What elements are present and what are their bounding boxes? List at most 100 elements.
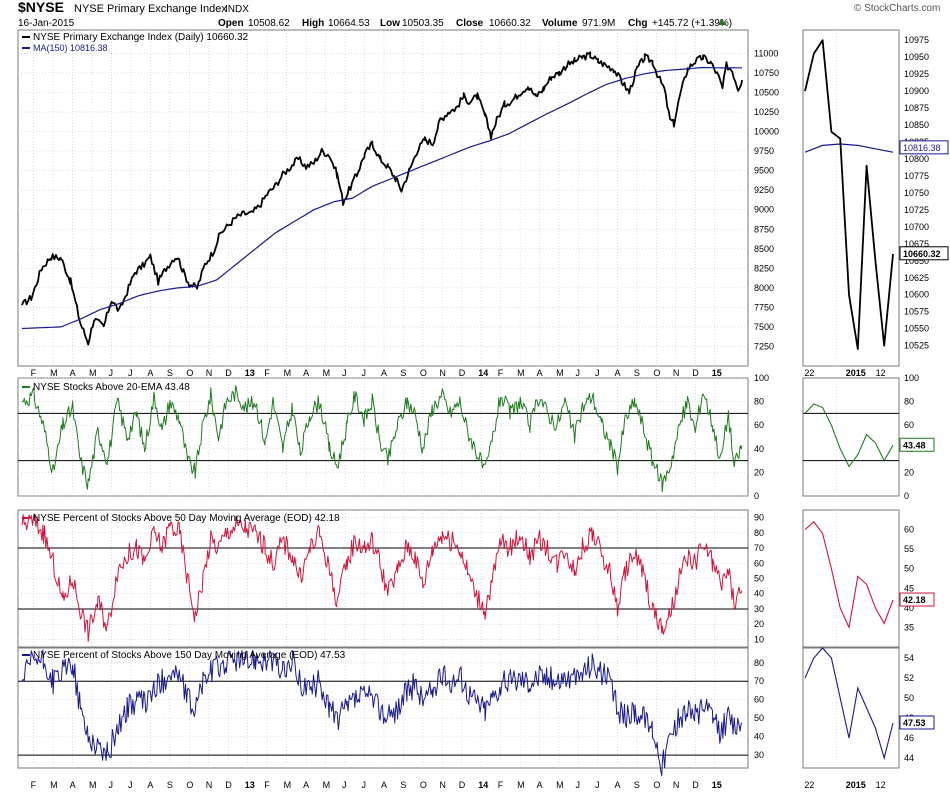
inset-ma-line bbox=[804, 143, 894, 153]
ma50-inset-tag-box bbox=[899, 592, 935, 607]
x-label-bottom-18: A bbox=[381, 780, 387, 790]
price-y-tick-7: 9250 bbox=[754, 185, 774, 195]
x-label-top-7: S bbox=[167, 368, 173, 378]
ema20-y-tick-2: 60 bbox=[754, 420, 764, 430]
ma150-title: NYSE Percent of Stocks Above 150 Day Mov… bbox=[33, 650, 346, 661]
ma150-inset-y-tick-5: 44 bbox=[904, 753, 914, 763]
inset-price-y-tick-0: 10975 bbox=[904, 35, 929, 45]
inset-price-y-tick-3: 10900 bbox=[904, 86, 929, 96]
ma50-y-tick-3: 60 bbox=[754, 558, 764, 568]
price-y-tick-3: 10250 bbox=[754, 107, 779, 117]
inset-price-line bbox=[804, 39, 894, 350]
x-label-bottom-12: F bbox=[264, 780, 270, 790]
inset-price-y-tick-9: 10750 bbox=[904, 188, 929, 198]
ema20-title: NYSE Stocks Above 20-EMA 43.48 bbox=[33, 382, 190, 393]
ema20-inset-y-tick-5: 0 bbox=[904, 491, 909, 501]
x-label-bottom-6: A bbox=[147, 780, 153, 790]
x-label-bottom-35: 15 bbox=[712, 780, 722, 790]
x-label-top-16: J bbox=[342, 368, 347, 378]
ma150-y-tick-5: 30 bbox=[754, 750, 764, 760]
x-label-top-26: A bbox=[537, 368, 543, 378]
ma50-inset-line bbox=[804, 520, 894, 630]
low-value: 10503.35 bbox=[402, 18, 444, 29]
ma50-inset-y-tick-1: 55 bbox=[904, 544, 914, 554]
x-label-top-30: A bbox=[614, 368, 620, 378]
inset-price-y-tick-5: 10850 bbox=[904, 120, 929, 130]
inset-price-y-tick-11: 10700 bbox=[904, 222, 929, 232]
ma150-inset-y-tick-2: 50 bbox=[904, 693, 914, 703]
price-inset-frame bbox=[802, 29, 900, 367]
ma50-inset-frame bbox=[802, 509, 900, 648]
ema20-inset-tag-box bbox=[899, 437, 935, 452]
x-label-bottom-0: F bbox=[31, 780, 37, 790]
price-y-tick-14: 7500 bbox=[754, 322, 774, 332]
header: $NYSE NYSE Primary Exchange Index INDX ©… bbox=[18, 0, 940, 29]
index-name: NYSE Primary Exchange Index bbox=[74, 3, 227, 15]
x-label-top-9: N bbox=[206, 368, 213, 378]
x-label-bottom-31: S bbox=[634, 780, 640, 790]
ma50-inset-y-tick-5: 35 bbox=[904, 622, 914, 632]
chg-label: Chg bbox=[628, 18, 647, 29]
x-label-top-2: A bbox=[70, 368, 76, 378]
inset-x-label-bottom-2: 12 bbox=[876, 780, 886, 790]
ma150-inset-tag: 47.53 bbox=[903, 718, 926, 728]
inset-price-tag-box bbox=[899, 246, 949, 261]
up-arrow-icon bbox=[718, 19, 726, 25]
date-label: 16-Jan-2015 bbox=[18, 18, 75, 29]
x-label-top-4: J bbox=[109, 368, 114, 378]
ema20-inset-tag: 43.48 bbox=[903, 440, 926, 450]
ma150-y-tick-2: 60 bbox=[754, 695, 764, 705]
inset-ma-tag-box bbox=[899, 140, 949, 155]
open-label: Open bbox=[218, 18, 244, 29]
ma50-y-tick-5: 40 bbox=[754, 589, 764, 599]
x-label-top-13: M bbox=[284, 368, 292, 378]
brand-logo: © StockCharts.com bbox=[854, 3, 940, 14]
ma150-y-tick-3: 50 bbox=[754, 713, 764, 723]
inset-price-y-tick-15: 10600 bbox=[904, 290, 929, 300]
x-label-bottom-34: D bbox=[692, 780, 699, 790]
ma150-inset-y-tick-0: 54 bbox=[904, 653, 914, 663]
ma50-inset-y-tick-3: 45 bbox=[904, 583, 914, 593]
x-label-top-20: O bbox=[420, 368, 427, 378]
x-label-bottom-27: M bbox=[556, 780, 564, 790]
x-label-bottom-13: M bbox=[284, 780, 292, 790]
x-label-top-21: N bbox=[439, 368, 446, 378]
ma150-inset-y-tick-4: 46 bbox=[904, 733, 914, 743]
ma150-inset-line bbox=[804, 647, 894, 761]
ema20-inset-y-tick-1: 80 bbox=[904, 397, 914, 407]
ema20-y-tick-3: 40 bbox=[754, 444, 764, 454]
x-label-bottom-10: D bbox=[225, 780, 232, 790]
high-label: High bbox=[302, 18, 324, 29]
x-label-bottom-20: O bbox=[420, 780, 427, 790]
ma150-y-tick-0: 80 bbox=[754, 658, 764, 668]
ma50-inset-y-tick-0: 60 bbox=[904, 525, 914, 535]
x-label-top-35: 15 bbox=[712, 368, 722, 378]
inset-price-y-tick-13: 10650 bbox=[904, 256, 929, 266]
x-label-top-8: O bbox=[186, 368, 193, 378]
x-label-bottom-14: A bbox=[303, 780, 309, 790]
x-label-bottom-8: O bbox=[186, 780, 193, 790]
ma150-inset-y-tick-1: 52 bbox=[904, 673, 914, 683]
x-label-bottom-16: J bbox=[342, 780, 347, 790]
ma50-y-tick-0: 90 bbox=[754, 513, 764, 523]
inset-price-y-tick-1: 10950 bbox=[904, 52, 929, 62]
ma50-y-tick-4: 50 bbox=[754, 574, 764, 584]
x-label-top-24: F bbox=[498, 368, 504, 378]
x-label-top-34: D bbox=[692, 368, 699, 378]
high-value: 10664.53 bbox=[328, 18, 370, 29]
inset-price-y-tick-8: 10775 bbox=[904, 171, 929, 181]
x-label-top-0: F bbox=[31, 368, 37, 378]
ma50-line bbox=[21, 513, 743, 642]
price-y-tick-13: 7750 bbox=[754, 302, 774, 312]
x-label-bottom-15: M bbox=[323, 780, 331, 790]
price-y-tick-2: 10500 bbox=[754, 88, 779, 98]
inset-price-y-tick-4: 10875 bbox=[904, 103, 929, 113]
inset-x-label-bottom-1: 2015 bbox=[846, 780, 866, 790]
exchange: INDX bbox=[225, 4, 249, 15]
price-y-tick-0: 11000 bbox=[754, 48, 778, 58]
ma50-title: NYSE Percent of Stocks Above 50 Day Movi… bbox=[33, 513, 340, 524]
x-label-bottom-17: J bbox=[361, 780, 366, 790]
x-label-top-6: A bbox=[147, 368, 153, 378]
open-value: 10508.62 bbox=[248, 18, 290, 29]
x-label-top-27: M bbox=[556, 368, 564, 378]
